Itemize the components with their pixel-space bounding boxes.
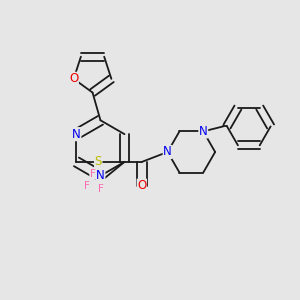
Text: O: O <box>137 179 146 192</box>
Text: O: O <box>69 72 78 85</box>
Text: S: S <box>94 155 102 168</box>
Text: F: F <box>84 181 90 191</box>
Text: N: N <box>96 169 105 182</box>
Text: N: N <box>199 125 208 138</box>
Text: N: N <box>72 128 81 141</box>
Text: F: F <box>98 184 103 194</box>
Text: F: F <box>90 169 96 179</box>
Text: N: N <box>163 146 172 158</box>
